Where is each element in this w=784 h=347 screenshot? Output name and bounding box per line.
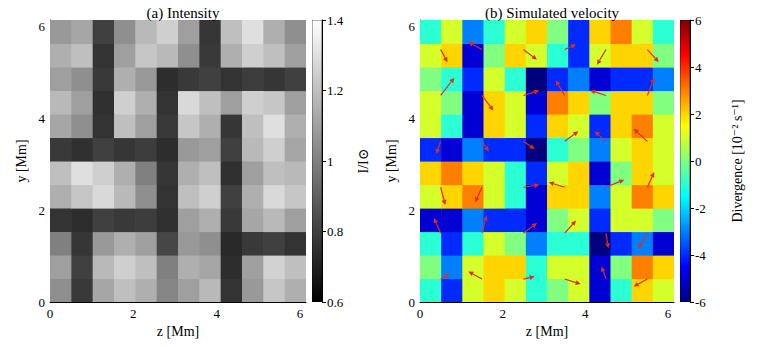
svg-text:2: 2: [130, 306, 137, 321]
svg-text:Divergence [10⁻² s⁻¹]: Divergence [10⁻² s⁻¹]: [730, 99, 745, 222]
svg-text:0: 0: [417, 306, 424, 321]
svg-text:I/I⊙: I/I⊙: [356, 149, 371, 174]
svg-text:6: 6: [665, 306, 672, 321]
svg-text:0.6: 0.6: [327, 295, 344, 310]
svg-text:y [Mm]: y [Mm]: [14, 139, 29, 182]
svg-text:4: 4: [39, 111, 46, 126]
svg-text:4: 4: [213, 306, 220, 321]
svg-text:0: 0: [39, 295, 46, 310]
svg-text:0.8: 0.8: [327, 224, 343, 239]
svg-text:1.2: 1.2: [327, 83, 343, 98]
svg-text:-4: -4: [695, 248, 706, 263]
svg-text:2: 2: [695, 107, 702, 122]
svg-text:(b) Simulated velocity: (b) Simulated velocity: [485, 5, 620, 22]
svg-text:y [Mm]: y [Mm]: [384, 139, 399, 182]
svg-text:z [Mm]: z [Mm]: [526, 324, 568, 339]
svg-text:2: 2: [499, 306, 506, 321]
svg-text:6: 6: [695, 13, 702, 28]
svg-text:2: 2: [409, 203, 416, 218]
svg-text:1: 1: [327, 154, 334, 169]
svg-text:4: 4: [695, 60, 702, 75]
svg-text:0: 0: [47, 306, 54, 321]
svg-text:0: 0: [695, 154, 702, 169]
svg-text:4: 4: [582, 306, 589, 321]
svg-text:-2: -2: [695, 201, 706, 216]
svg-text:2: 2: [39, 203, 46, 218]
svg-text:6: 6: [39, 19, 46, 34]
svg-text:z [Mm]: z [Mm]: [157, 324, 199, 339]
svg-text:4: 4: [409, 111, 416, 126]
svg-text:-6: -6: [695, 295, 706, 310]
svg-text:6: 6: [297, 306, 304, 321]
svg-text:1.4: 1.4: [327, 13, 344, 28]
svg-text:6: 6: [409, 19, 416, 34]
svg-text:(a) Intensity: (a) Intensity: [147, 5, 220, 22]
svg-text:0: 0: [409, 295, 416, 310]
